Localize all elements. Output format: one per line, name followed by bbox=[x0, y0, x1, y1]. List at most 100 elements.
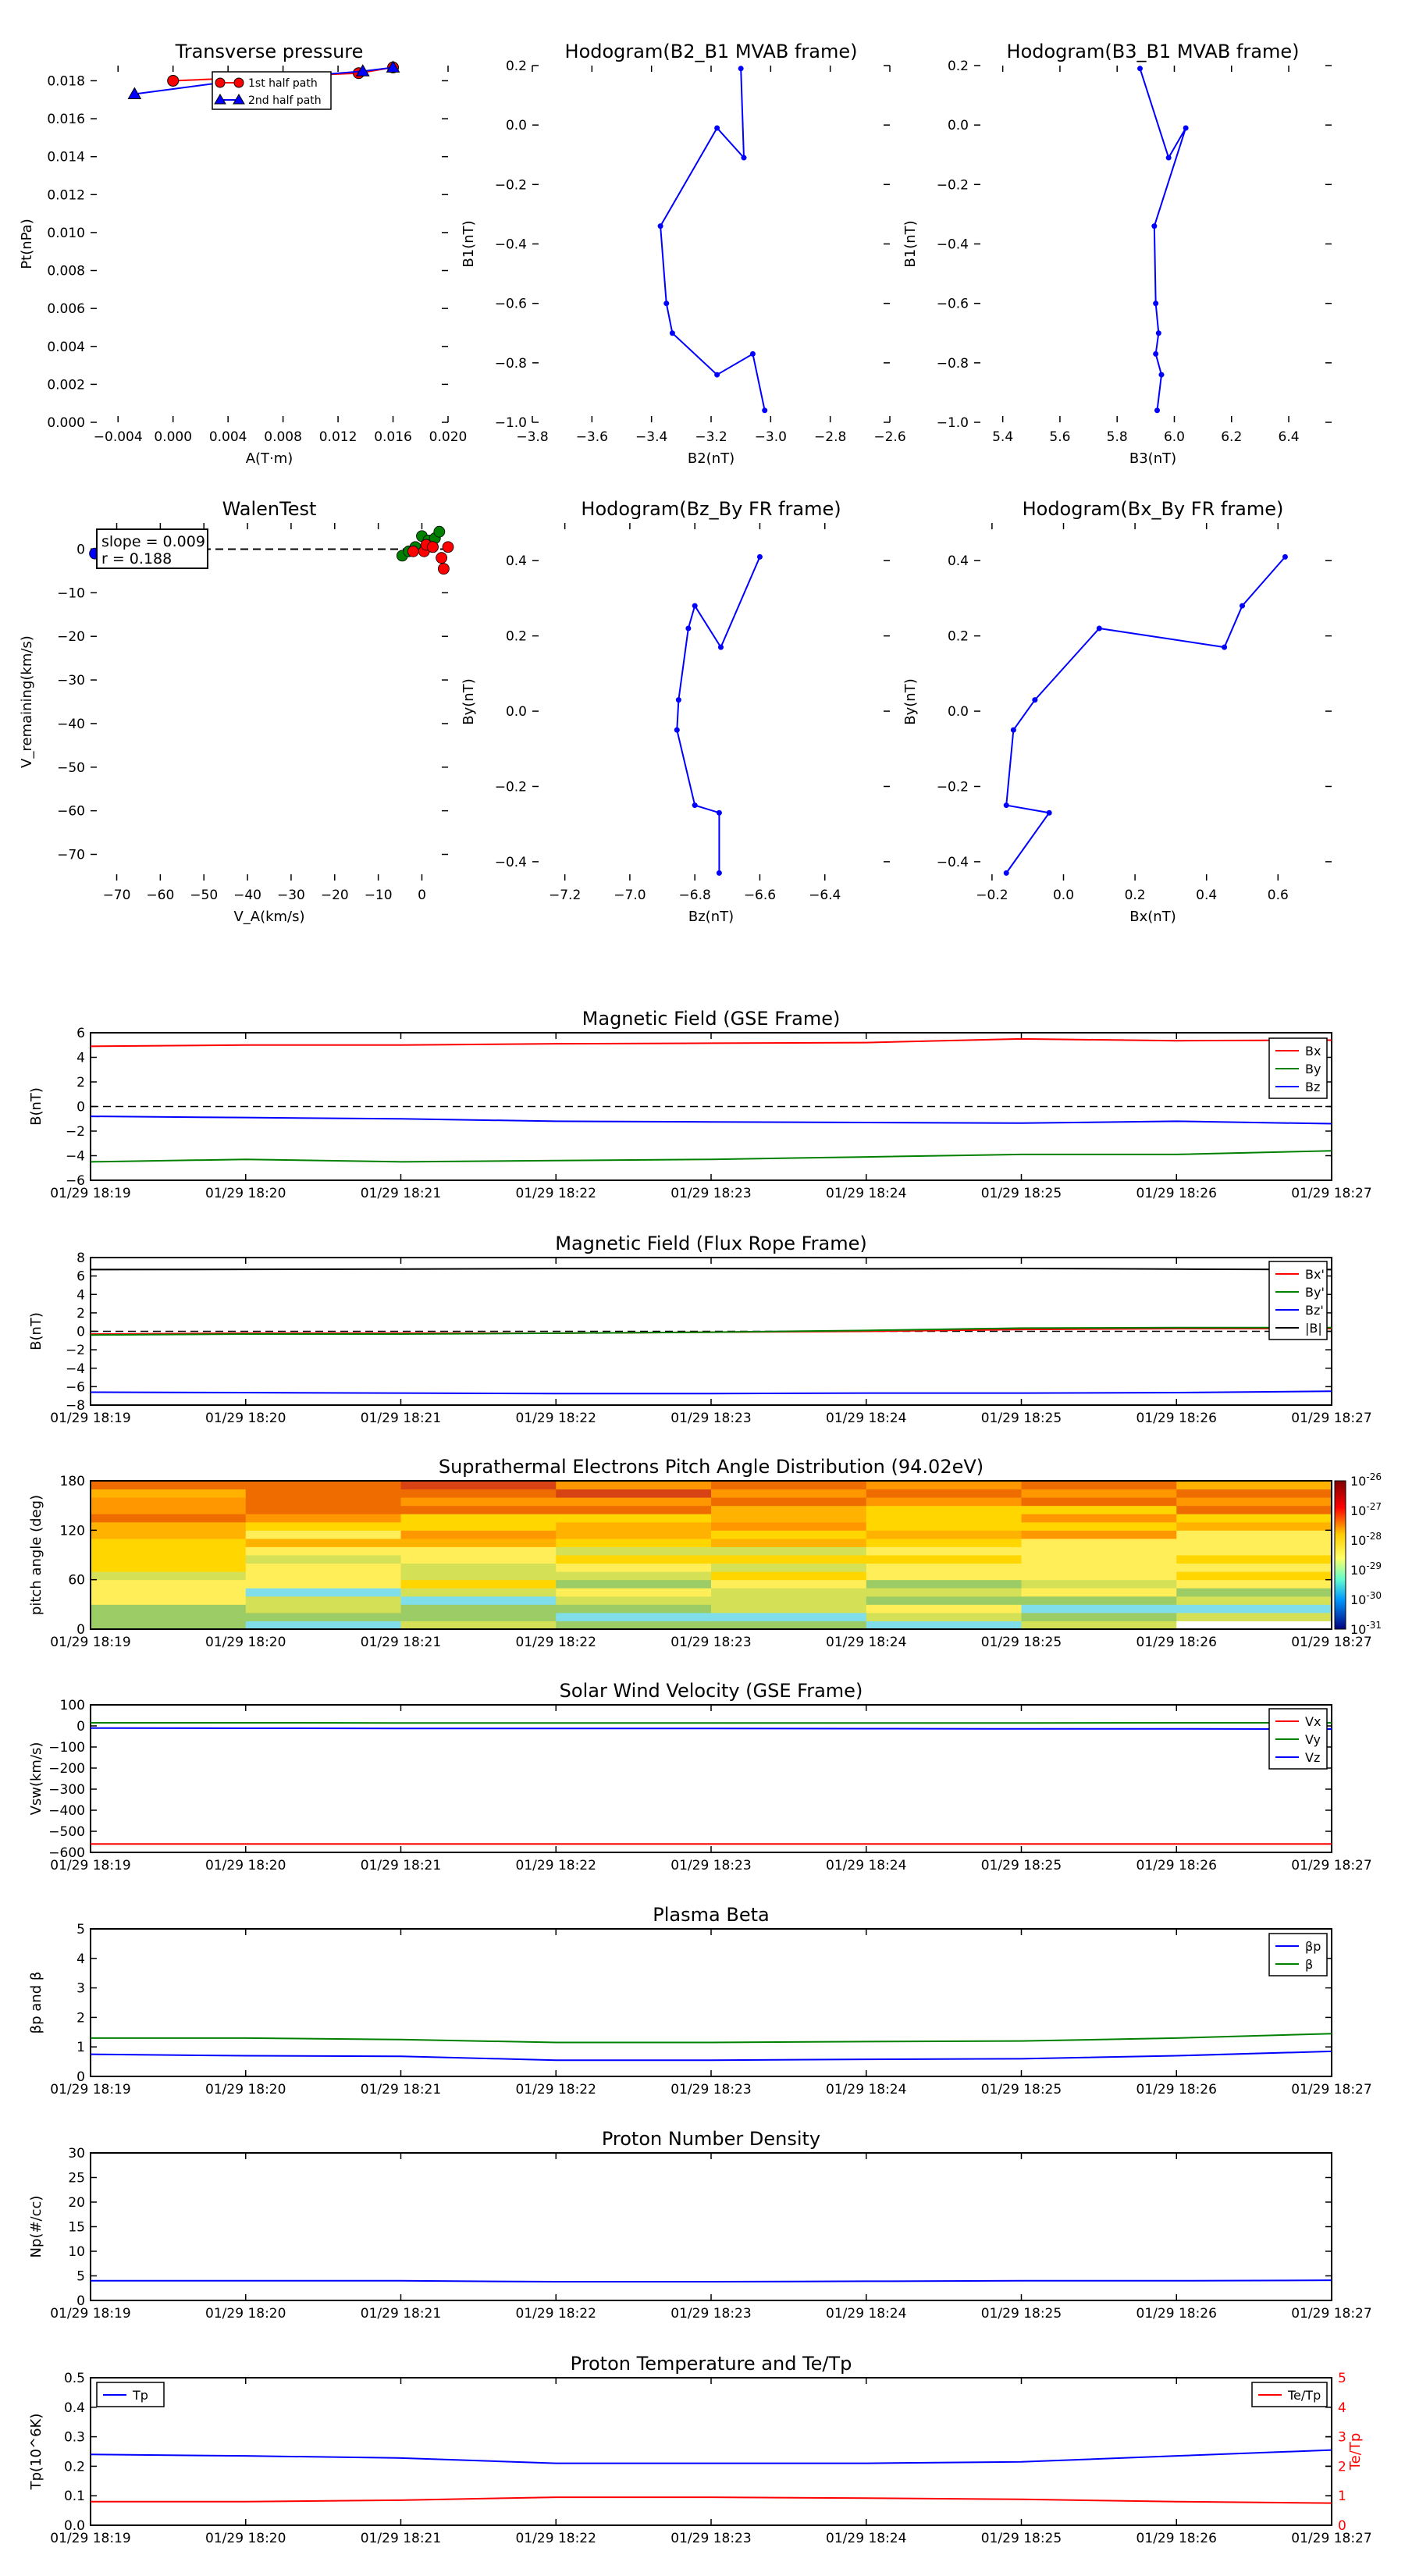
data-point bbox=[1282, 553, 1288, 560]
time-tick-label: 01/29 18:20 bbox=[205, 1635, 286, 1650]
legend-label: 1st half path bbox=[248, 77, 318, 90]
heatmap-cell bbox=[1021, 1530, 1177, 1539]
chart-title: Transverse pressure bbox=[175, 41, 364, 62]
legend-label: By bbox=[1305, 1062, 1321, 1076]
y2-tick-label: 0 bbox=[1338, 2518, 1346, 2534]
y-tick-label: −0.4 bbox=[495, 855, 527, 870]
data-point bbox=[386, 60, 400, 73]
x-tick-label: −0.2 bbox=[976, 888, 1008, 903]
colorbar-label: 10-27 bbox=[1350, 1501, 1382, 1518]
y-tick-label: −30 bbox=[57, 673, 85, 688]
time-tick-label: 01/29 18:25 bbox=[981, 1411, 1062, 1426]
data-point bbox=[1137, 66, 1144, 72]
data-point bbox=[741, 155, 747, 161]
heatmap-cell bbox=[711, 1621, 867, 1630]
heatmap-cell bbox=[1176, 1621, 1332, 1630]
y-axis-label: B1(nT) bbox=[902, 220, 919, 267]
legend-label: Vz bbox=[1305, 1750, 1320, 1765]
y-tick-label: −0.8 bbox=[937, 356, 969, 372]
heatmap-cell bbox=[866, 1555, 1022, 1564]
y-tick-label: 0.0 bbox=[948, 118, 969, 133]
data-point bbox=[1032, 697, 1038, 703]
heatmap-cell bbox=[711, 1521, 867, 1531]
heatmap-cell bbox=[1176, 1588, 1332, 1597]
y-axis-label: pitch angle (deg) bbox=[28, 1495, 44, 1615]
legend-marker bbox=[215, 77, 226, 88]
series-line-Bx bbox=[90, 1037, 1332, 1048]
chart-h3: Hodogram(Bz_By FR frame) −7.2 −7.0 −6.8 −6.6… bbox=[461, 498, 890, 925]
y-tick-label: 0.2 bbox=[948, 629, 969, 645]
time-tick-label: 01/29 18:27 bbox=[1291, 1411, 1371, 1426]
y-axis-label: By(nT) bbox=[902, 678, 919, 724]
heatmap-cell bbox=[556, 1579, 712, 1589]
time-tick-label: 01/29 18:27 bbox=[1291, 1858, 1371, 1873]
heatmap-cell bbox=[711, 1505, 867, 1514]
y-axis-label: βp and β bbox=[28, 1972, 44, 2034]
data-point bbox=[756, 553, 763, 560]
x-tick-label: −3.0 bbox=[755, 429, 787, 445]
x-tick-label: −6.8 bbox=[679, 888, 711, 903]
y-tick-label: 0.4 bbox=[506, 553, 527, 569]
heatmap-cell bbox=[1176, 1579, 1332, 1589]
colorbar-label: 10-26 bbox=[1350, 1471, 1382, 1489]
y2-tick-label: 1 bbox=[1338, 2489, 1346, 2504]
heatmap-cell bbox=[1176, 1571, 1332, 1581]
data-point bbox=[1155, 330, 1161, 336]
heatmap-cell bbox=[245, 1612, 401, 1621]
x-axis-label: Bz(nT) bbox=[688, 909, 734, 925]
heatmap-cell bbox=[866, 1481, 1022, 1490]
chart-mag_gse: 01/29 18:19 01/29 18:20 01/29 18:21 01/29 1… bbox=[28, 1008, 1372, 1201]
x-tick-label: 0.4 bbox=[1196, 888, 1217, 903]
heatmap-cell bbox=[866, 1579, 1022, 1589]
y-tick-label: −60 bbox=[57, 804, 85, 820]
x-tick-label: −30 bbox=[277, 888, 305, 903]
x-tick-label: −3.6 bbox=[576, 429, 608, 445]
time-tick-label: 01/29 18:25 bbox=[981, 2306, 1062, 2322]
time-tick-label: 01/29 18:25 bbox=[981, 2082, 1062, 2097]
colorbar-label-base: 10 bbox=[1350, 1592, 1366, 1607]
y-tick-label: −40 bbox=[57, 717, 85, 732]
legend: Te/Tp bbox=[1251, 2382, 1328, 2407]
y-tick-label: −1.0 bbox=[937, 415, 969, 431]
heatmap-cell bbox=[1176, 1497, 1332, 1507]
time-tick-label: 01/29 18:24 bbox=[826, 1186, 906, 1201]
heatmap-cell bbox=[711, 1612, 867, 1621]
y-tick-label: 4 bbox=[76, 1952, 85, 1967]
y2-tick-label: 2 bbox=[1338, 2459, 1346, 2475]
heatmap-cell bbox=[1176, 1555, 1332, 1564]
y-tick-label: −200 bbox=[48, 1761, 85, 1777]
time-tick-label: 01/29 18:25 bbox=[981, 1858, 1062, 1873]
y2-tick-label: 3 bbox=[1338, 2430, 1346, 2446]
y-tick-label: −500 bbox=[48, 1824, 85, 1840]
heatmap-cell bbox=[556, 1530, 712, 1539]
series-line bbox=[676, 556, 761, 873]
heatmap-cell bbox=[1176, 1596, 1332, 1605]
x-tick-label: −40 bbox=[233, 888, 261, 903]
x-axis-label: Bx(nT) bbox=[1129, 909, 1176, 925]
time-tick-label: 01/29 18:20 bbox=[205, 2531, 286, 2546]
heatmap-cell bbox=[400, 1563, 557, 1572]
heatmap-cell bbox=[866, 1505, 1022, 1514]
chart-title: Magnetic Field (GSE Frame) bbox=[582, 1008, 841, 1030]
chart-mag_fr: 01/29 18:19 01/29 18:20 01/29 18:21 01/29 1… bbox=[28, 1233, 1372, 1426]
heatmap-cell bbox=[91, 1588, 247, 1597]
time-tick-label: 01/29 18:27 bbox=[1291, 2531, 1371, 2546]
time-tick-label: 01/29 18:19 bbox=[50, 1186, 130, 1201]
heatmap-cell bbox=[1176, 1604, 1332, 1614]
heatmap-cell bbox=[91, 1521, 247, 1531]
data-point bbox=[717, 644, 724, 650]
heatmap-cell bbox=[556, 1588, 712, 1597]
y-tick-label: 100 bbox=[60, 1698, 85, 1713]
plot-frame bbox=[90, 1480, 1332, 1630]
x-tick-label: −7.0 bbox=[614, 888, 646, 903]
heatmap-cell bbox=[91, 1563, 247, 1572]
data-point bbox=[716, 870, 722, 876]
x-tick-label: 6.2 bbox=[1221, 429, 1242, 445]
y-tick-label: −0.2 bbox=[937, 177, 969, 193]
y-tick-label: 0.008 bbox=[47, 264, 85, 279]
data-point bbox=[442, 541, 454, 553]
y2-tick-label: 5 bbox=[1338, 2371, 1346, 2386]
y-tick-label: 2 bbox=[76, 1075, 85, 1091]
heatmap-cell bbox=[1176, 1481, 1332, 1490]
data-point bbox=[657, 223, 663, 229]
